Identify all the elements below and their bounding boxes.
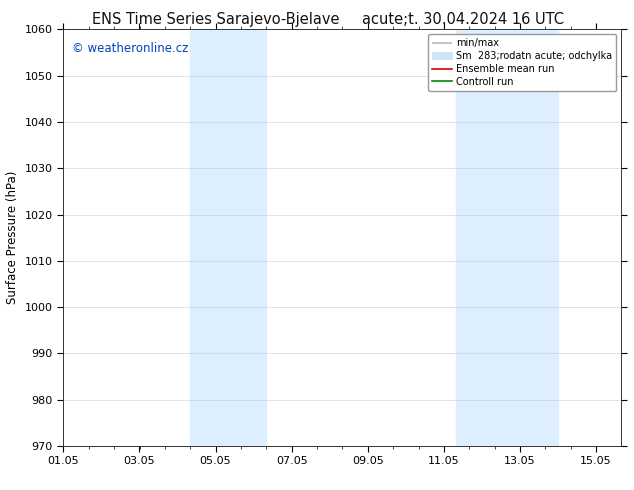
Bar bbox=[190, 29, 266, 446]
Text: ENS Time Series Sarajevo-Bjelave: ENS Time Series Sarajevo-Bjelave bbox=[92, 12, 339, 27]
Bar bbox=[456, 29, 558, 446]
Legend: min/max, Sm  283;rodatn acute; odchylka, Ensemble mean run, Controll run: min/max, Sm 283;rodatn acute; odchylka, … bbox=[428, 34, 616, 91]
Text: acute;t. 30.04.2024 16 UTC: acute;t. 30.04.2024 16 UTC bbox=[362, 12, 564, 27]
Y-axis label: Surface Pressure (hPa): Surface Pressure (hPa) bbox=[6, 171, 19, 304]
Text: © weatheronline.cz: © weatheronline.cz bbox=[72, 42, 188, 55]
